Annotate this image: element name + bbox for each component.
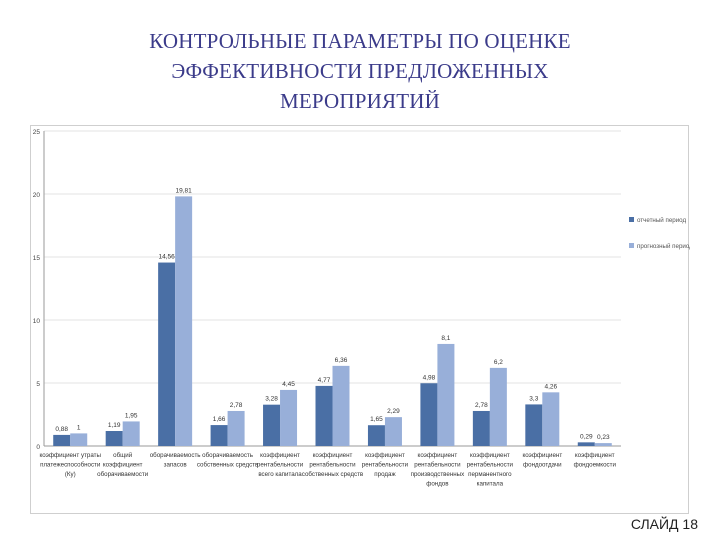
data-label: 3,3 bbox=[529, 395, 538, 402]
y-tick-label: 25 bbox=[33, 129, 41, 136]
x-tick-label: коэффициент bbox=[103, 462, 143, 469]
legend-label: отчетный период bbox=[637, 217, 686, 224]
legend-swatch bbox=[629, 243, 634, 248]
x-tick-label: собственных средств bbox=[302, 471, 364, 478]
x-tick-label: оборачиваемость bbox=[150, 452, 201, 459]
bar bbox=[437, 343, 455, 446]
y-tick-label: 20 bbox=[33, 192, 41, 199]
bar bbox=[472, 410, 490, 446]
data-label: 1,66 bbox=[213, 416, 226, 423]
x-tick-label: общий bbox=[113, 452, 133, 459]
data-label: 6,2 bbox=[494, 359, 503, 366]
x-tick-label: платежеспособности bbox=[40, 462, 101, 469]
x-tick-label: коэффициент утраты bbox=[40, 452, 102, 459]
data-label: 0,23 bbox=[597, 434, 610, 441]
x-tick-label: коэффициент bbox=[365, 452, 405, 459]
bar bbox=[227, 410, 245, 446]
bar bbox=[525, 404, 543, 446]
y-tick-label: 5 bbox=[36, 381, 40, 388]
y-tick-label: 10 bbox=[33, 318, 41, 325]
x-tick-label: фондоотдачи bbox=[523, 462, 562, 469]
data-label: 2,78 bbox=[475, 402, 488, 409]
data-label: 6,36 bbox=[335, 357, 348, 364]
x-tick-label: фондоемкости bbox=[574, 462, 617, 469]
x-tick-label: собственных средств bbox=[197, 462, 259, 469]
bar bbox=[542, 392, 560, 446]
slide-title-line-1: КОНТРОЛЬНЫЕ ПАРАМЕТРЫ ПО ОЦЕНКЕ bbox=[149, 29, 571, 53]
chart-area: 0 5 10 15 20 25 0,88 1 коэффициент утраты платеже… bbox=[30, 125, 690, 514]
x-tick-label: коэффициент bbox=[575, 452, 615, 459]
data-label: 0,29 bbox=[580, 433, 593, 440]
bar bbox=[105, 431, 123, 446]
x-tick-label: коэффициент bbox=[470, 452, 510, 459]
x-tick-label: коэффициент bbox=[260, 452, 300, 459]
data-label: 3,28 bbox=[265, 396, 278, 403]
data-label: 8,1 bbox=[441, 335, 450, 342]
bar bbox=[53, 434, 71, 446]
slide-title-line-3: МЕРОПРИЯТИЙ bbox=[280, 89, 440, 113]
data-label: 1,19 bbox=[108, 422, 121, 429]
data-label: 4,45 bbox=[282, 381, 295, 388]
x-tick-label: коэффициент bbox=[418, 452, 458, 459]
bar bbox=[594, 443, 612, 446]
bar bbox=[577, 442, 595, 446]
bar bbox=[332, 365, 350, 446]
data-label: 14,56 bbox=[158, 254, 175, 261]
x-tick-label: производственных bbox=[411, 471, 466, 478]
x-tick-label: перманентного bbox=[468, 471, 512, 478]
y-tick-label: 15 bbox=[33, 255, 41, 262]
data-label: 4,77 bbox=[318, 377, 331, 384]
x-tick-label: рентабельности bbox=[257, 462, 304, 469]
x-tick-label: коэффициент bbox=[313, 452, 353, 459]
slide-number: СЛАЙД 18 bbox=[630, 516, 698, 532]
data-label: 0,88 bbox=[55, 426, 68, 433]
y-tick-label: 0 bbox=[36, 444, 40, 451]
x-tick-label: капитала bbox=[477, 481, 504, 488]
x-tick-label: оборачиваемости bbox=[97, 471, 149, 478]
data-label: 4,26 bbox=[544, 383, 557, 390]
bar bbox=[263, 404, 281, 446]
x-tick-label: коэффициент bbox=[522, 452, 562, 459]
data-label: 1 bbox=[77, 424, 81, 431]
bar bbox=[420, 383, 438, 446]
x-tick-label: оборачиваемость bbox=[202, 452, 253, 459]
data-label: 2,78 bbox=[230, 402, 243, 409]
bar bbox=[489, 367, 507, 446]
x-tick-label: всего капитала bbox=[258, 471, 302, 478]
x-tick-label: рентабельности bbox=[414, 462, 461, 469]
bar bbox=[158, 262, 176, 446]
x-tick-label: продаж bbox=[374, 471, 396, 478]
x-tick-label: рентабельности bbox=[467, 462, 514, 469]
bar bbox=[70, 433, 88, 446]
legend-label: прогнозный период bbox=[637, 243, 690, 250]
data-label: 2,29 bbox=[387, 408, 400, 415]
slide-title-line-2: ЭФФЕКТИВНОСТИ ПРЕДЛОЖЕННЫХ bbox=[171, 59, 549, 83]
bar bbox=[367, 425, 385, 446]
legend-swatch bbox=[629, 217, 634, 222]
x-tick-label: запасов bbox=[164, 462, 188, 469]
bar-chart: 0 5 10 15 20 25 0,88 1 коэффициент утраты платеже… bbox=[33, 129, 690, 488]
bar bbox=[122, 421, 140, 446]
x-tick-label: фондов bbox=[426, 481, 449, 488]
bar bbox=[210, 425, 228, 446]
data-label: 19,81 bbox=[175, 187, 192, 194]
x-tick-label: рентабельности bbox=[362, 462, 409, 469]
x-tick-label: (Ку) bbox=[65, 471, 76, 478]
bar bbox=[384, 417, 402, 446]
data-label: 1,95 bbox=[125, 412, 138, 419]
x-tick-label: рентабельности bbox=[309, 462, 356, 469]
bar bbox=[315, 385, 333, 446]
bar bbox=[280, 389, 298, 446]
data-label: 1,65 bbox=[370, 416, 383, 423]
data-label: 4,98 bbox=[423, 374, 436, 381]
slide-title: КОНТРОЛЬНЫЕ ПАРАМЕТРЫ ПО ОЦЕНКЕ ЭФФЕКТИВ… bbox=[40, 26, 680, 116]
bar bbox=[175, 196, 193, 446]
